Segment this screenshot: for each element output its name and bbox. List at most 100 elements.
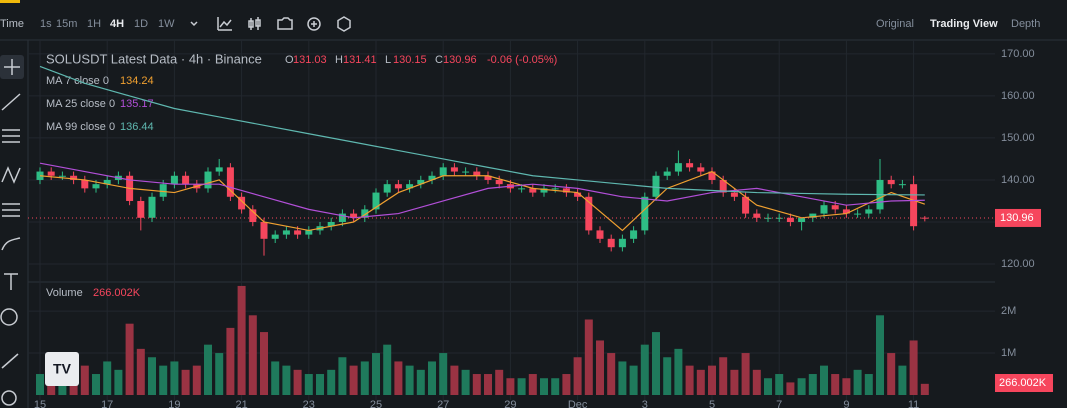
projection-tool[interactable] (2, 203, 20, 217)
volume-bar (808, 374, 817, 395)
x-tick-label: 11 (908, 399, 919, 408)
y-tick-label: 160.00 (1001, 90, 1035, 102)
interval[interactable]: 1H (87, 18, 101, 30)
volume-bar (304, 374, 313, 395)
volume-bar (517, 378, 526, 395)
candle-body (92, 184, 100, 189)
candle-body (596, 230, 604, 239)
volume-bar (629, 365, 638, 395)
candle-body (708, 171, 716, 180)
tradingview-logo (45, 352, 79, 386)
interval[interactable]: 4H (110, 18, 124, 30)
volume-bar (316, 374, 324, 395)
change-value: -0.06 (-0.05%) (487, 54, 557, 66)
volume-bar (226, 327, 235, 395)
volume-bar (820, 365, 828, 395)
add-icon[interactable] (307, 17, 321, 31)
more-intervals-icon[interactable] (190, 21, 198, 27)
fib-tool[interactable] (2, 129, 20, 143)
interval[interactable]: 1W (158, 18, 175, 30)
pattern-tool[interactable] (1, 166, 21, 184)
candle-body (730, 192, 738, 197)
view-tab[interactable]: Trading View (930, 18, 998, 30)
text-tool[interactable] (4, 273, 18, 290)
candle-body (820, 205, 828, 214)
view-tab[interactable]: Depth (1011, 18, 1040, 30)
candle-body (697, 167, 705, 172)
candle-body (215, 167, 223, 172)
ruler-tool[interactable] (1, 353, 19, 369)
candle-body (204, 171, 212, 189)
volume-bar (540, 378, 548, 395)
volume-bar (260, 332, 268, 395)
candle-body (305, 230, 313, 235)
candle-body (338, 213, 346, 222)
y-tick-label: 120.00 (1001, 258, 1035, 270)
brush-tool[interactable] (1, 237, 21, 251)
volume-bar (730, 369, 739, 395)
y2-tick-label: 2M (1001, 305, 1016, 317)
candle-body (282, 230, 290, 235)
ohlc-key: H (335, 54, 343, 66)
view-tab[interactable]: Original (876, 18, 914, 30)
settings-icon[interactable] (337, 16, 351, 32)
last-price-box (995, 208, 1041, 227)
volume-bar (864, 374, 873, 395)
volume-bar (472, 374, 481, 395)
candle-body (898, 184, 906, 186)
candle-body (170, 175, 178, 185)
candle-body (361, 209, 369, 218)
indicator-icon[interactable] (217, 17, 232, 31)
candle-body (618, 238, 626, 248)
candle-body (182, 175, 190, 185)
x-tick-label: 5 (709, 399, 715, 408)
chart-type-icon[interactable] (248, 17, 261, 30)
volume-bar (584, 319, 593, 395)
x-tick-label: 3 (642, 399, 648, 408)
candle-body (81, 179, 89, 189)
volume-bar (136, 348, 145, 395)
candle-body (484, 175, 492, 180)
candle-body (260, 221, 268, 239)
candle-body (350, 213, 358, 218)
interval[interactable]: 15m (56, 18, 77, 30)
volume-bar (786, 382, 795, 395)
x-tick-label: 25 (370, 399, 382, 408)
emoji-tool[interactable] (0, 308, 18, 326)
candle-body (529, 188, 537, 193)
screenshot-icon[interactable] (277, 17, 293, 30)
interval[interactable]: 1D (134, 18, 148, 30)
volume-bar (663, 357, 672, 395)
volume-bar (416, 369, 425, 395)
volume-bar (327, 369, 336, 395)
volume-bar (80, 365, 89, 395)
interval[interactable]: 1s (40, 18, 52, 30)
y-tick-label: 170.00 (1001, 48, 1035, 60)
add-icon-plus (311, 21, 317, 27)
volume-bar (484, 374, 492, 395)
crosshair-tool[interactable] (4, 59, 20, 75)
volume-bar (573, 357, 582, 395)
volume-bar (607, 353, 616, 395)
line-tool[interactable] (1, 93, 21, 111)
volume-bar (282, 365, 291, 395)
candle-body (887, 179, 895, 185)
volume-bar (640, 344, 649, 395)
candle-body (663, 171, 671, 176)
candle-body (450, 167, 458, 172)
legend-value: 135.17 (120, 98, 154, 110)
volume-bar (562, 374, 571, 395)
y-tick-label: 140.00 (1001, 174, 1035, 186)
volume-bar (349, 365, 358, 395)
candle-body (775, 217, 783, 219)
chart-title: SOLUSDT Latest Data · 4h · Binance (46, 51, 262, 66)
volume-bar (708, 365, 716, 395)
ohlc-value: 131.03 (293, 54, 327, 66)
x-tick-label: 9 (843, 399, 849, 408)
zoom-tool[interactable] (1, 390, 17, 406)
volume-bar (405, 365, 414, 395)
candle-body (249, 209, 257, 222)
volume-bar (428, 361, 436, 395)
volume-bar (58, 382, 67, 395)
